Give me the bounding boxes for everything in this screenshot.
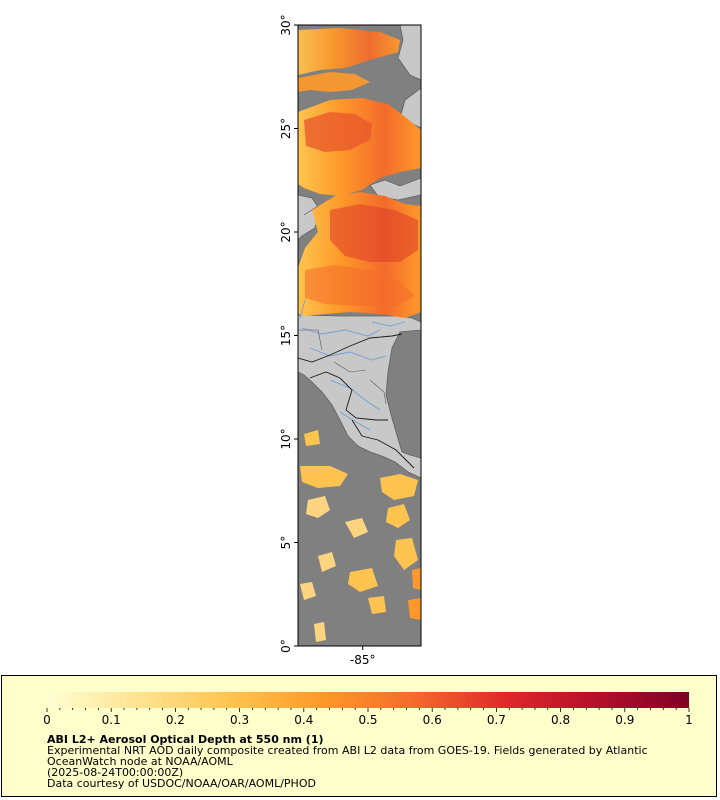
aod-patch-14 xyxy=(304,430,320,446)
aod-plume-mid-core-2 xyxy=(305,265,415,306)
aod-map: 0° 5° 10° 15° 20° 25° 30° -85° xyxy=(279,14,422,667)
lat-tick-label: 20° xyxy=(279,221,293,242)
caption-description: Experimental NRT AOD daily composite cre… xyxy=(47,744,648,757)
aod-patch-2 xyxy=(380,474,418,500)
rivers xyxy=(299,299,406,431)
lat-tick-label: 25° xyxy=(279,118,293,139)
land-yucatan-south xyxy=(298,194,321,241)
caption-timestamp: (2025-08-24T00:00:00Z) xyxy=(47,766,184,779)
map-canvas: 0° 5° 10° 15° 20° 25° 30° -85° xyxy=(279,14,422,667)
lat-tick-label: 30° xyxy=(279,14,293,35)
lat-tick-label: 15° xyxy=(279,325,293,346)
aod-plume-north-2 xyxy=(298,72,370,92)
borders xyxy=(298,333,415,469)
aod-patch-7 xyxy=(318,552,336,572)
aod-patch-5 xyxy=(345,518,368,538)
lat-tick-label: 0° xyxy=(279,639,293,653)
longitude-axis: -85° xyxy=(350,646,376,667)
aod-patch-1 xyxy=(300,466,348,488)
caption-credit: Data courtesy of USDOC/NOAA/OAR/AOML/PHO… xyxy=(47,777,316,790)
lat-tick-label: 10° xyxy=(279,428,293,449)
aod-patch-3 xyxy=(306,496,330,518)
aod-plume-north xyxy=(298,28,400,75)
aod-patch-8 xyxy=(348,568,378,592)
caption-title: ABI L2+ Aerosol Optical Depth at 550 nm … xyxy=(47,733,324,746)
aod-plume-mid-core xyxy=(330,204,418,262)
aod-patch-6 xyxy=(394,538,418,570)
aod-patch-4 xyxy=(386,504,410,528)
caption-description-cont: OceanWatch node at NOAA/AOML xyxy=(47,755,233,768)
aod-patch-12 xyxy=(408,598,421,620)
lon-tick-label: -85° xyxy=(350,653,376,667)
aod-patch-11 xyxy=(368,596,386,614)
aod-plume-main-core xyxy=(304,112,372,152)
lat-tick-label: 5° xyxy=(279,536,293,550)
aod-patch-13 xyxy=(314,622,326,642)
aod-patch-10 xyxy=(412,568,421,590)
aod-patch-9 xyxy=(300,582,316,600)
land-yucatan xyxy=(397,25,421,81)
state-borders xyxy=(298,205,387,405)
latitude-axis: 0° 5° 10° 15° 20° 25° 30° xyxy=(279,14,298,653)
